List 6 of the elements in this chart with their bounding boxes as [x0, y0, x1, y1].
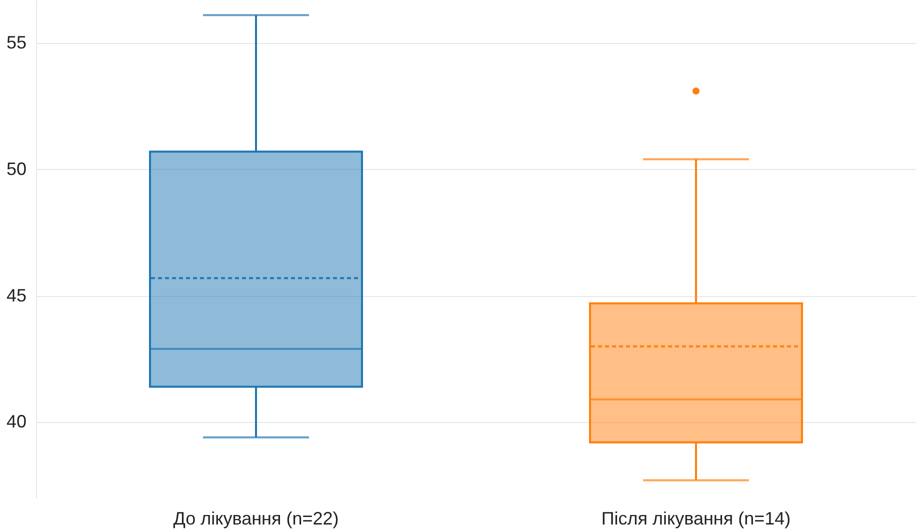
x-tick-label: Після лікування (n=14) — [601, 508, 791, 528]
y-tick-label: 50 — [6, 158, 26, 179]
y-tick-label: 55 — [6, 32, 26, 52]
y-tick-label: 40 — [6, 412, 26, 432]
x-tick-label: До лікування (n=22) — [173, 508, 339, 528]
y-tick-label: 45 — [6, 285, 26, 306]
